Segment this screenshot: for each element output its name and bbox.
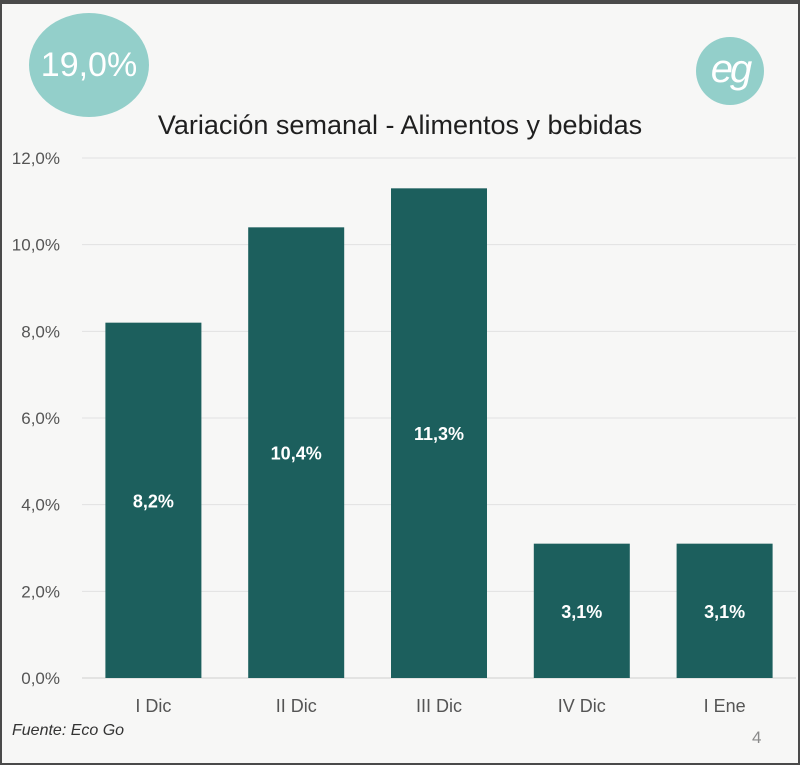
y-tick-label: 6,0%: [21, 409, 60, 428]
bar-data-label: 3,1%: [704, 602, 745, 622]
bar: [391, 188, 487, 679]
y-tick-label: 0,0%: [21, 669, 60, 688]
bar-data-label: 10,4%: [271, 444, 322, 464]
highlight-badge: 19,0%: [29, 13, 149, 117]
y-tick-label: 10,0%: [12, 236, 60, 255]
x-tick-label: I Dic: [135, 696, 171, 716]
x-tick-label: I Ene: [704, 696, 746, 716]
bar-data-label: 8,2%: [133, 491, 174, 511]
page-number: 4: [752, 728, 762, 747]
x-tick-label: III Dic: [416, 696, 462, 716]
x-tick-label: IV Dic: [558, 696, 606, 716]
y-tick-label: 12,0%: [12, 149, 60, 168]
x-tick-label: II Dic: [276, 696, 317, 716]
bar: [105, 322, 202, 678]
source-note: Fuente: Eco Go: [12, 722, 125, 739]
bar-data-label: 11,3%: [414, 424, 464, 444]
bar: [676, 543, 773, 678]
bar: [248, 227, 345, 679]
highlight-badge-value: 19,0%: [40, 45, 138, 84]
bar: [533, 543, 630, 678]
y-tick-label: 4,0%: [21, 496, 60, 515]
eco-go-logo: eg: [696, 37, 764, 105]
logo-text: eg: [710, 46, 752, 91]
bar-data-label: 3,1%: [561, 602, 602, 622]
y-tick-label: 2,0%: [21, 582, 60, 601]
chart-title: Variación semanal - Alimentos y bebidas: [157, 110, 643, 140]
y-tick-label: 8,0%: [21, 322, 60, 341]
